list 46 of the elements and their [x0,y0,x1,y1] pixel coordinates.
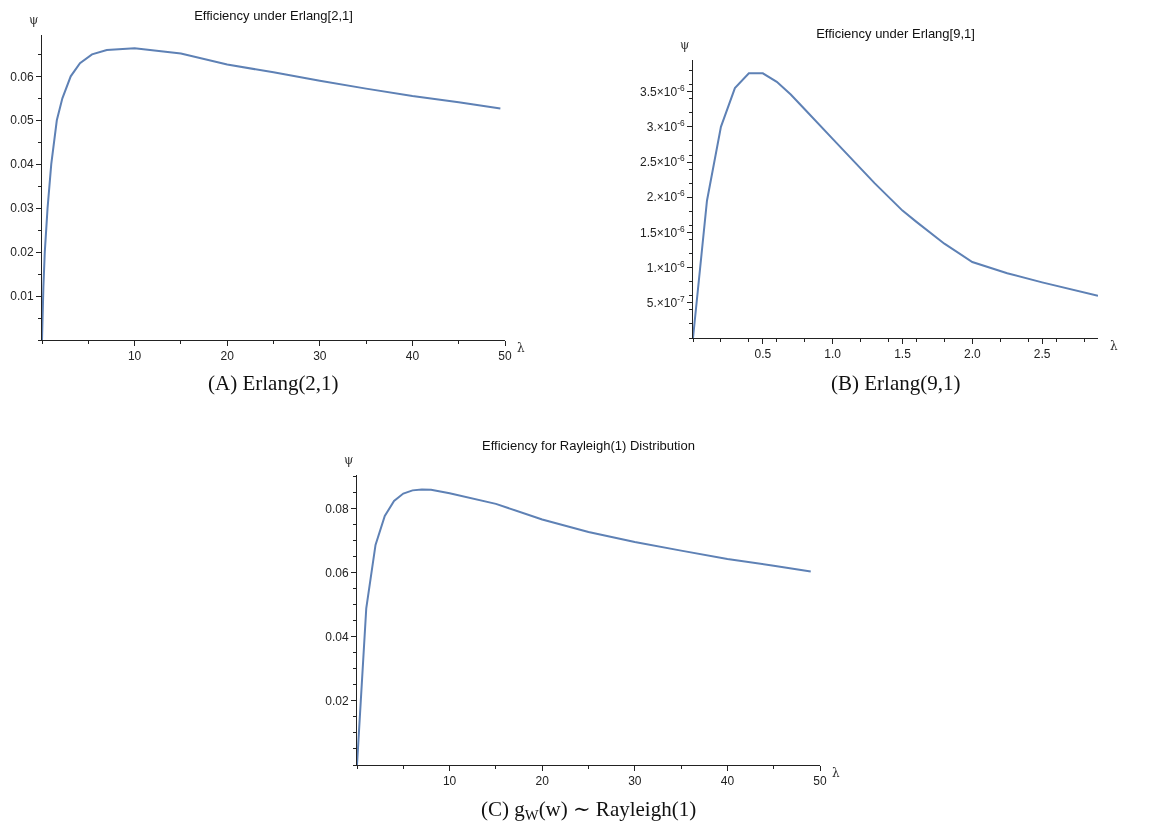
line-series [42,47,502,340]
x-tick-label: 2.0 [963,347,981,362]
y-tick-label: 2.5×10$^{-6}$ [640,153,685,170]
y-tick-label: 0.08 [325,501,349,516]
x-tick-label: 0.5 [754,347,772,362]
chart-title: Efficiency under Erlang[9,1] [816,25,975,41]
x-axis-title: λ [517,341,525,355]
y-tick-label: 0.02 [325,694,349,709]
x-tick-label: 40 [405,349,420,364]
text: (C) g$_{W}$(w) ∼ Rayleigh(1) [481,797,697,824]
x-tick-label: 50 [498,349,512,364]
x-tick-label: 50 [813,774,827,789]
chart-title: Efficiency for Rayleigh(1) Distribution [482,437,695,453]
y-tick-label: 0.06 [325,565,349,580]
x-tick-label: 20 [535,774,550,789]
y-tick-label: 2.×10$^{-6}$ [646,188,685,205]
x-tick-label: 10 [127,349,142,364]
y-axis-title: ψ [29,13,39,27]
line-series [357,488,812,765]
chart-title: Efficiency under Erlang[2,1] [194,7,353,23]
y-tick-label: 0.01 [10,289,34,304]
y-tick-label: 0.02 [10,245,34,260]
x-tick-label: 2.5 [1033,347,1051,362]
x-tick-label: 20 [220,349,235,364]
y-tick-label: 0.05 [10,113,34,128]
x-axis-title: λ [832,766,840,780]
y-tick-label: 5.×10$^{-7}$ [646,293,685,311]
y-axis-title: ψ [344,453,354,467]
x-tick-label: 1.5 [894,347,912,362]
x-tick-label: 40 [720,774,735,789]
y-tick-label: 0.04 [325,630,349,645]
y-tick-label: 1.×10$^{-6}$ [646,258,685,275]
x-axis-title: λ [1110,339,1118,353]
x-tick-label: 30 [628,774,642,789]
y-tick-label: 0.03 [10,201,34,216]
x-tick-label: 1.0 [824,347,842,362]
x-tick-label: 30 [313,349,327,364]
y-tick-label: 0.06 [10,69,34,84]
y-tick-label: 3.5×10$^{-6}$ [640,82,685,99]
y-tick-label: 1.5×10$^{-6}$ [640,223,685,240]
x-tick-label: 10 [442,774,457,789]
y-tick-label: 0.04 [10,157,34,172]
y-tick-label: 3.×10$^{-6}$ [646,118,685,135]
y-axis-title: ψ [680,38,690,52]
text: (B) Erlang(9,1) [831,371,961,395]
text: (A) Erlang(2,1) [208,371,339,395]
